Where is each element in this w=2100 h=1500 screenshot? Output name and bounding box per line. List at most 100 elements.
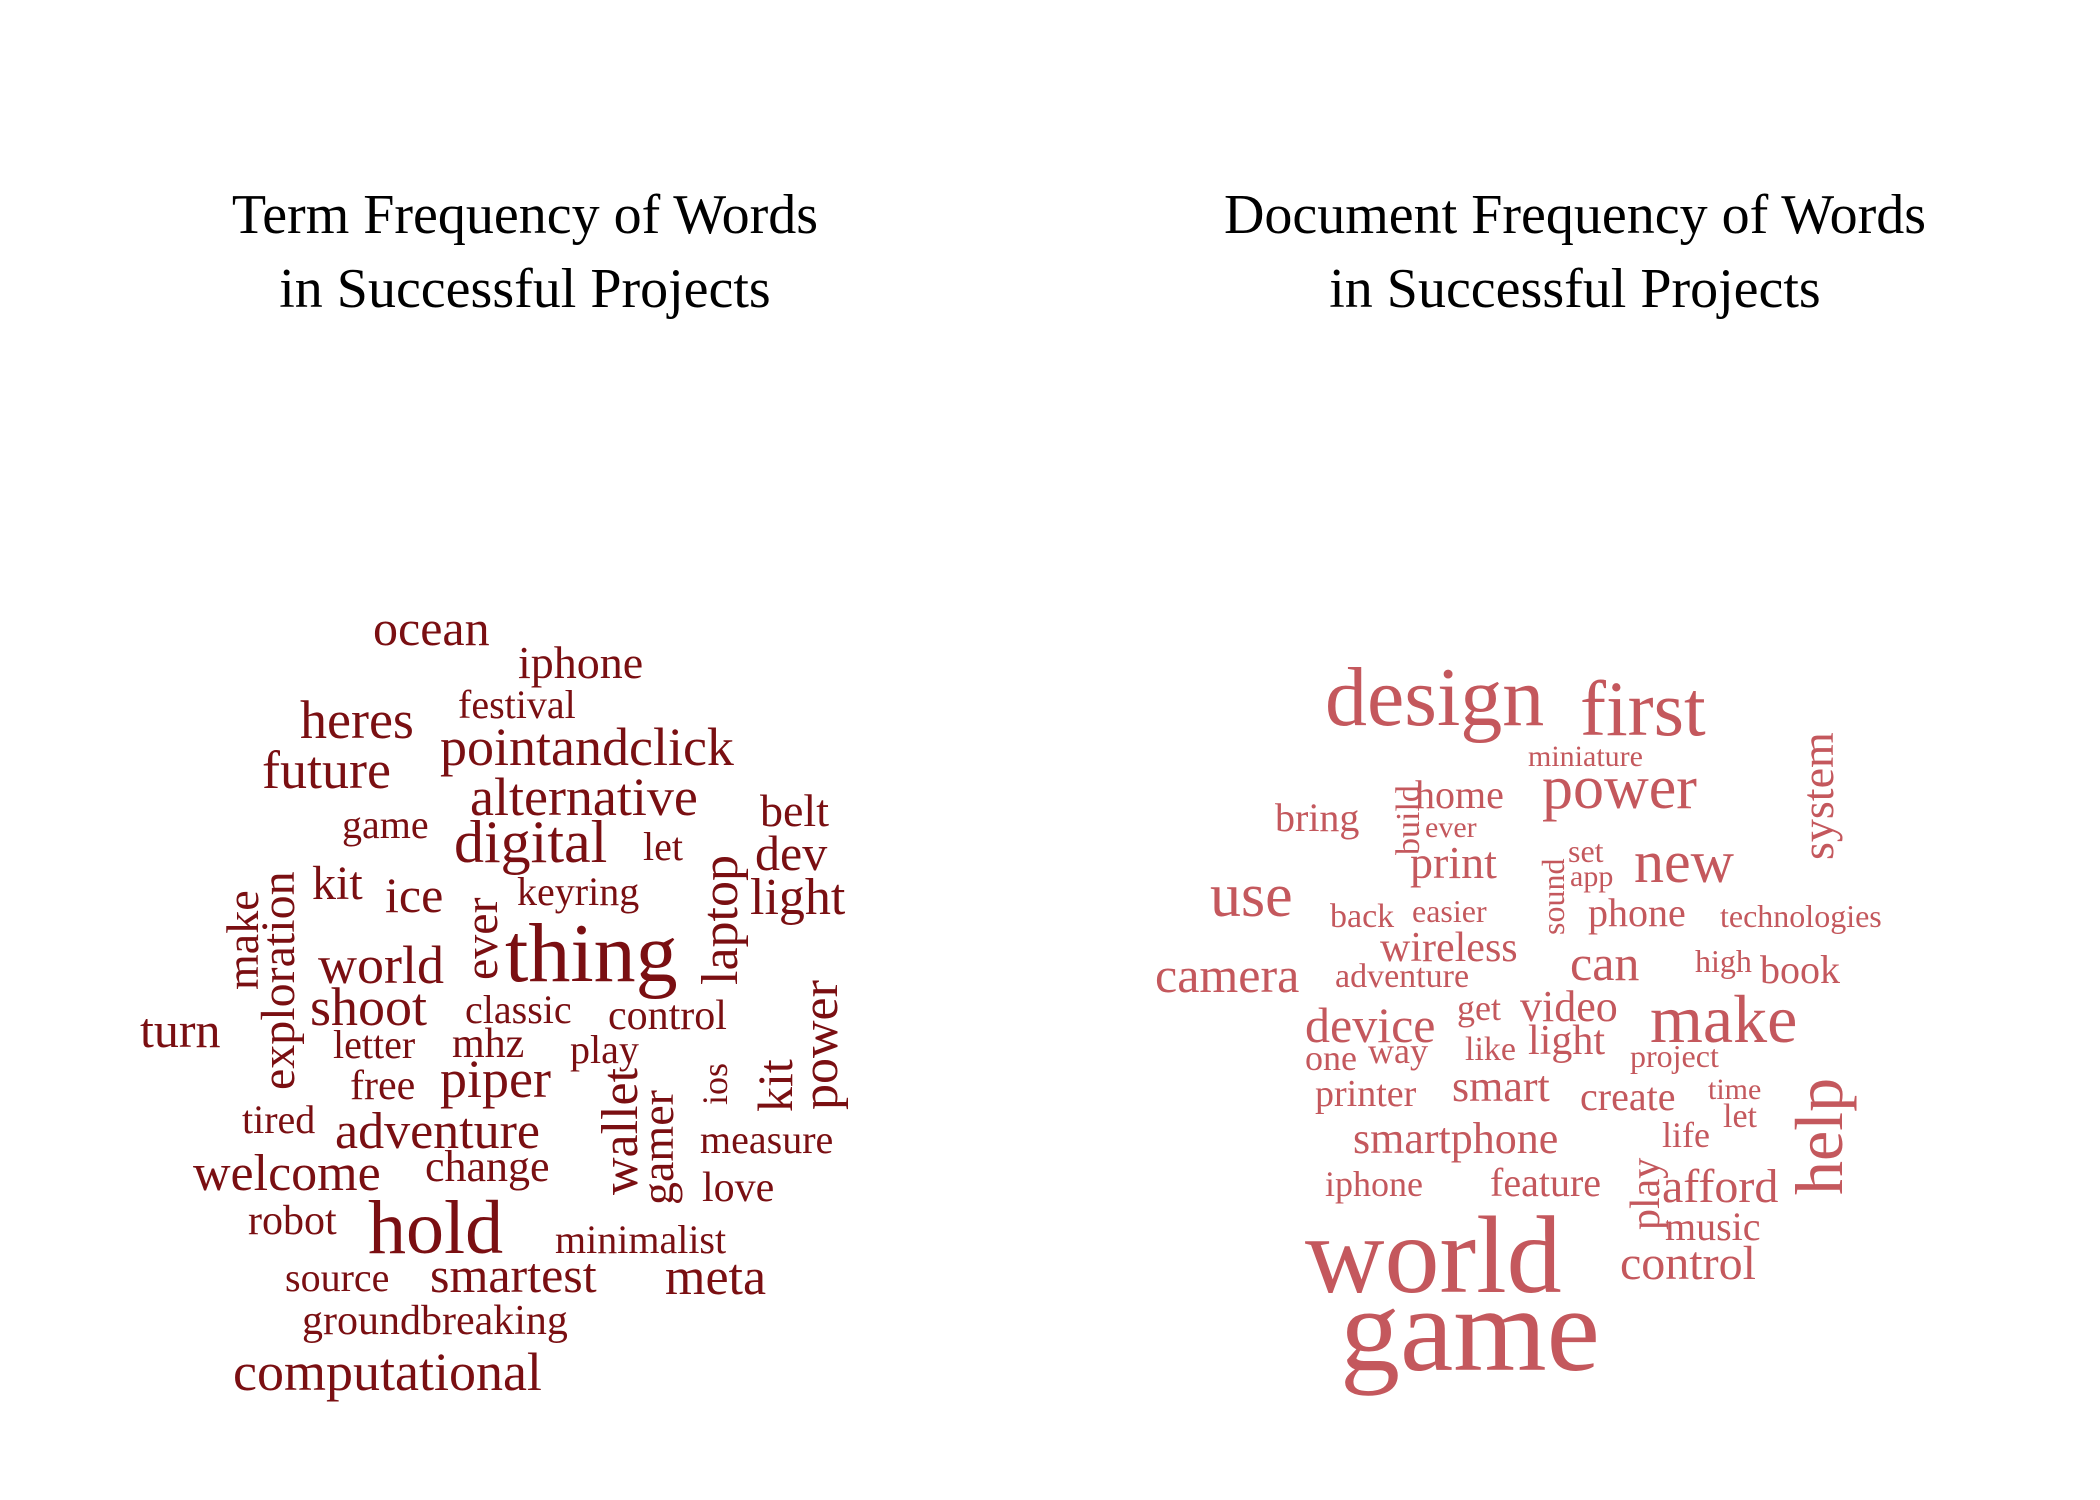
- word-festival: festival: [458, 682, 576, 727]
- word-afford: afford: [1662, 1160, 1779, 1213]
- word-future: future: [262, 740, 391, 800]
- word-love: love: [702, 1165, 775, 1211]
- word-groundbreaking: groundbreaking: [302, 1298, 568, 1344]
- word-kit: kit: [312, 857, 363, 910]
- word-kit: kit: [747, 1059, 803, 1112]
- word-play: play: [570, 1027, 639, 1072]
- word-project: project: [1630, 1038, 1719, 1074]
- word-wireless: wireless: [1380, 925, 1518, 971]
- word-welcome: welcome: [193, 1145, 381, 1202]
- term-frequency-figure: Term Frequency of Words in Successful Pr…: [0, 178, 1050, 1402]
- word-mhz: mhz: [452, 1021, 525, 1067]
- word-adventure: adventure: [335, 1103, 541, 1160]
- word-tired: tired: [242, 1097, 316, 1142]
- word-piper: piper: [440, 1049, 551, 1109]
- word-shoot: shoot: [310, 977, 428, 1037]
- word-measure: measure: [700, 1117, 834, 1162]
- word-laptop: laptop: [692, 855, 749, 985]
- word-game: game: [1340, 1263, 1600, 1396]
- word-minimalist: minimalist: [555, 1217, 727, 1262]
- word-digital: digital: [454, 809, 608, 875]
- word-like: like: [1465, 1031, 1516, 1068]
- word-ice: ice: [385, 867, 444, 923]
- word-help: help: [1781, 1077, 1857, 1195]
- word-video: video: [1520, 982, 1618, 1031]
- word-power: power: [1542, 754, 1697, 822]
- word-let: let: [643, 824, 683, 869]
- word-back: back: [1330, 898, 1395, 935]
- word-new: new: [1634, 829, 1734, 895]
- word-create: create: [1580, 1074, 1676, 1119]
- word-meta: meta: [665, 1249, 767, 1306]
- term-frequency-word-cloud: ocean iphone festival heres pointandclick fut…: [140, 600, 849, 1402]
- word-first: first: [1580, 665, 1706, 752]
- word-phone: phone: [1588, 890, 1686, 935]
- word-alternative: alternative: [470, 767, 698, 827]
- word-miniature: miniature: [1528, 740, 1643, 773]
- word-camera: camera: [1155, 947, 1300, 1003]
- word-device: device: [1305, 997, 1436, 1053]
- document-frequency-word-cloud: design first miniature system home power bring…: [1050, 0, 2100, 1500]
- word-print: print: [1410, 837, 1497, 888]
- word-smart: smart: [1452, 1062, 1550, 1111]
- word-classic: classic: [465, 987, 572, 1032]
- word-can: can: [1570, 935, 1640, 991]
- word-belt: belt: [760, 785, 829, 836]
- word-adventure: adventure: [1335, 958, 1470, 995]
- word-pointandclick: pointandclick: [440, 717, 734, 777]
- word-ios: ios: [695, 1062, 735, 1105]
- word-easier: easier: [1412, 893, 1487, 929]
- word-turn: turn: [140, 1002, 221, 1058]
- word-smartphone: smartphone: [1353, 1114, 1559, 1163]
- word-ocean: ocean: [373, 600, 490, 656]
- word-printer: printer: [1315, 1073, 1417, 1115]
- document-frequency-title-line-1: Document Frequency of Words: [1223, 184, 1927, 246]
- word-ever: ever: [1425, 811, 1477, 844]
- document-frequency-title-line-2: in Successful Projects: [1329, 258, 1821, 320]
- word-system: system: [1792, 732, 1843, 860]
- word-feature: feature: [1490, 1160, 1602, 1205]
- word-light: light: [1528, 1018, 1606, 1064]
- word-high: high: [1695, 943, 1752, 979]
- word-keyring: keyring: [517, 869, 640, 914]
- word-technologies: technologies: [1720, 898, 1882, 934]
- word-home: home: [1415, 772, 1504, 817]
- word-iphone: iphone: [518, 637, 644, 688]
- word-computational: computational: [233, 1342, 542, 1402]
- word-play: play: [1623, 1157, 1669, 1230]
- word-app: app: [1570, 860, 1614, 893]
- word-music: music: [1665, 1204, 1761, 1249]
- word-hold: hold: [368, 1186, 504, 1270]
- term-frequency-title: Term Frequency of Words in Successful Pr…: [0, 178, 1050, 326]
- word-use: use: [1210, 862, 1293, 930]
- word-world: world: [318, 935, 444, 995]
- word-one: one: [1305, 1038, 1357, 1078]
- word-gamer: gamer: [632, 1090, 683, 1205]
- word-heres: heres: [300, 690, 414, 750]
- word-exploration: exploration: [252, 871, 305, 1090]
- word-let: let: [1723, 1098, 1757, 1135]
- word-control: control: [608, 993, 727, 1039]
- document-frequency-figure: Document Frequency of Words in Successfu…: [1050, 0, 2100, 1500]
- word-change: change: [425, 1142, 550, 1191]
- word-design: design: [1325, 651, 1545, 744]
- word-free: free: [350, 1063, 416, 1109]
- document-frequency-title: Document Frequency of Words in Successfu…: [1050, 178, 2100, 326]
- word-book: book: [1760, 947, 1840, 992]
- word-thing: thing: [505, 907, 678, 1000]
- word-world: world: [1305, 1194, 1562, 1316]
- word-light: light: [750, 869, 846, 926]
- word-make: make: [1650, 981, 1798, 1057]
- word-way: way: [1368, 1031, 1428, 1071]
- word-robot: robot: [248, 1198, 337, 1244]
- word-time: time: [1708, 1073, 1762, 1106]
- word-smartest: smartest: [430, 1247, 597, 1303]
- word-get: get: [1457, 988, 1501, 1028]
- word-set: set: [1568, 833, 1604, 869]
- word-control: control: [1620, 1237, 1756, 1290]
- word-bring: bring: [1275, 795, 1360, 840]
- word-iphone: iphone: [1325, 1164, 1423, 1204]
- term-frequency-title-line-2: in Successful Projects: [279, 258, 771, 320]
- word-letter: letter: [333, 1022, 416, 1067]
- word-sound: sound: [1535, 858, 1571, 935]
